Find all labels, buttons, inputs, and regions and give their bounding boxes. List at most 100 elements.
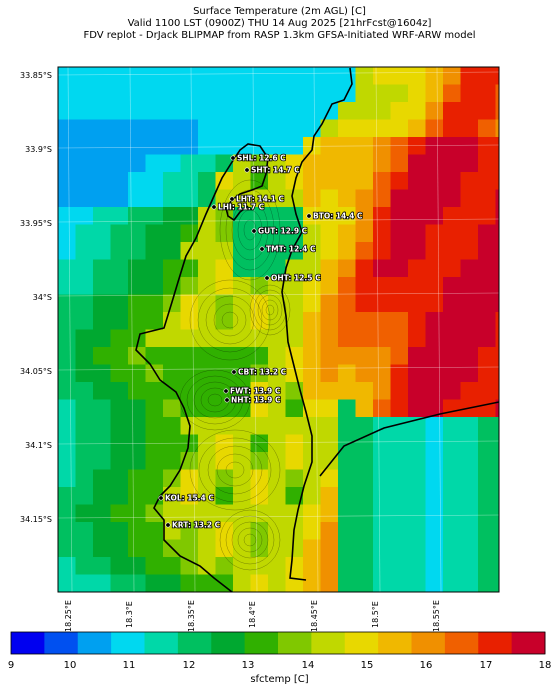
- temperature-cell: [390, 434, 409, 453]
- temperature-cell: [233, 434, 251, 453]
- temperature-cell: [128, 189, 146, 208]
- temperature-cell: [443, 434, 461, 453]
- temperature-grid: [58, 67, 500, 593]
- temperature-cell: [198, 417, 216, 435]
- temperature-cell: [215, 487, 234, 505]
- temperature-cell: [215, 67, 234, 85]
- temperature-cell: [425, 539, 444, 558]
- temperature-cell: [58, 259, 76, 278]
- temperature-cell: [215, 224, 234, 243]
- temperature-cell: [495, 242, 500, 260]
- temperature-cell: [198, 259, 216, 278]
- temperature-cell: [408, 154, 426, 173]
- temperature-cell: [390, 119, 409, 138]
- temperature-cell: [355, 347, 374, 365]
- temperature-cell: [460, 329, 479, 348]
- temperature-cell: [303, 312, 321, 330]
- temperature-cell: [75, 469, 94, 488]
- temperature-cell: [163, 207, 181, 225]
- colorbar-tick-label: 12: [182, 660, 196, 671]
- temperature-cell: [285, 294, 304, 313]
- temperature-cell: [303, 189, 321, 208]
- colorbar-swatch: [177, 632, 212, 654]
- temperature-cell: [233, 574, 251, 593]
- temperature-cell: [163, 242, 181, 260]
- temperature-cell: [75, 487, 94, 505]
- temperature-cell: [110, 119, 129, 138]
- temperature-cell: [93, 102, 111, 120]
- temperature-cell: [303, 259, 321, 278]
- temperature-cell: [268, 364, 286, 383]
- temperature-cell: [303, 382, 321, 400]
- temperature-cell: [320, 487, 339, 505]
- temperature-cell: [495, 557, 500, 575]
- temperature-cell: [390, 469, 409, 488]
- temperature-cell: [110, 312, 129, 330]
- temperature-cell: [145, 207, 164, 225]
- temperature-cell: [93, 487, 111, 505]
- temperature-cell: [198, 312, 216, 330]
- temperature-cell: [198, 102, 216, 120]
- temperature-cell: [355, 189, 374, 208]
- colorbar-swatch: [144, 632, 179, 654]
- temperature-cell: [93, 399, 111, 418]
- temperature-cell: [443, 347, 461, 365]
- temperature-cell: [110, 574, 129, 593]
- temperature-cell: [478, 172, 496, 190]
- temperature-cell: [58, 84, 76, 103]
- temperature-cell: [268, 172, 286, 190]
- temperature-cell: [268, 522, 286, 540]
- temperature-cell: [180, 137, 199, 155]
- temperature-cell: [128, 347, 146, 365]
- temperature-cell: [110, 329, 129, 348]
- temperature-cell: [338, 329, 356, 348]
- temperature-cell: [128, 539, 146, 558]
- temperature-cell: [250, 347, 269, 365]
- temperature-cell: [495, 154, 500, 173]
- temperature-cell: [495, 294, 500, 313]
- temperature-cell: [145, 312, 164, 330]
- temperature-cell: [128, 469, 146, 488]
- temperature-cell: [58, 539, 76, 558]
- temperature-cell: [75, 312, 94, 330]
- temperature-cell: [250, 102, 269, 120]
- temperature-cell: [58, 67, 76, 85]
- temperature-cell: [460, 417, 479, 435]
- temperature-cell: [285, 399, 304, 418]
- temperature-cell: [163, 224, 181, 243]
- temperature-cell: [163, 119, 181, 138]
- colorbar-swatch: [244, 632, 279, 654]
- temperature-cell: [478, 399, 496, 418]
- temperature-cell: [495, 399, 500, 418]
- site-label: TMT: 12.4 C: [266, 245, 316, 254]
- temperature-cell: [128, 119, 146, 138]
- site-marker-dot: [230, 155, 236, 161]
- temperature-cell: [215, 399, 234, 418]
- temperature-cell: [355, 154, 374, 173]
- temperature-cell: [355, 382, 374, 400]
- temperature-cell: [320, 434, 339, 453]
- temperature-cell: [58, 102, 76, 120]
- temperature-cell: [233, 452, 251, 470]
- site-marker-dot: [229, 196, 235, 202]
- site-label: KOL: 15.4 C: [165, 494, 214, 503]
- temperature-cell: [145, 417, 164, 435]
- temperature-cell: [58, 312, 76, 330]
- temperature-cell: [373, 242, 391, 260]
- temperature-cell: [233, 119, 251, 138]
- temperature-cell: [110, 67, 129, 85]
- temperature-cell: [478, 67, 496, 85]
- temperature-cell: [145, 539, 164, 558]
- temperature-cell: [163, 84, 181, 103]
- temperature-cell: [320, 557, 339, 575]
- colorbar-swatch: [444, 632, 479, 654]
- temperature-cell: [93, 539, 111, 558]
- temperature-cell: [110, 399, 129, 418]
- temperature-cell: [373, 312, 391, 330]
- temperature-cell: [443, 207, 461, 225]
- temperature-cell: [285, 102, 304, 120]
- temperature-cell: [443, 259, 461, 278]
- temperature-cell: [355, 242, 374, 260]
- temperature-cell: [390, 504, 409, 523]
- temperature-cell: [460, 67, 479, 85]
